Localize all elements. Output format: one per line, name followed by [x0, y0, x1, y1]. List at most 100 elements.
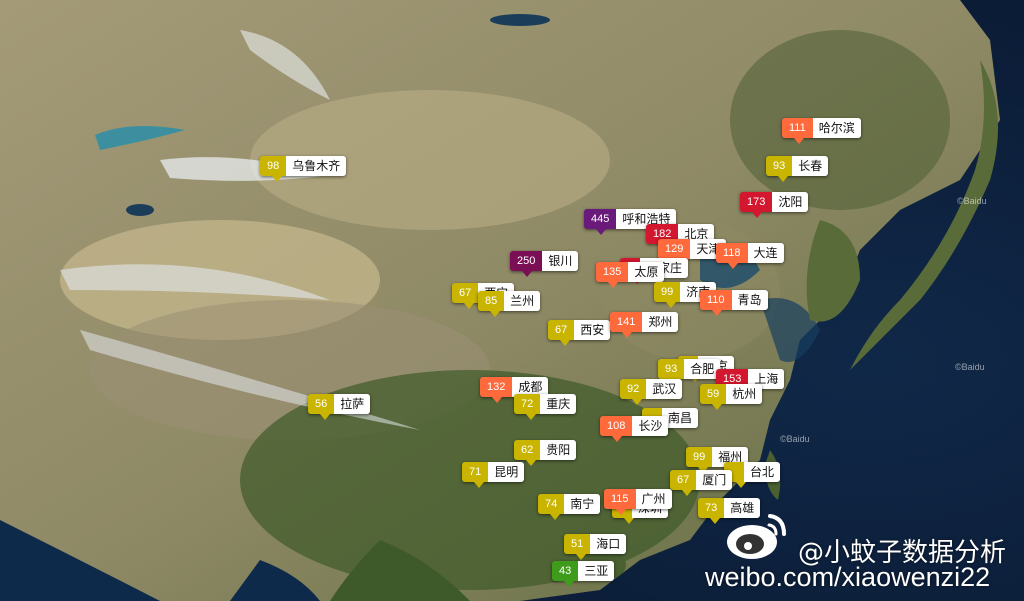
aqi-value: 67 — [670, 470, 697, 496]
aqi-marker[interactable]: 56 拉萨 — [308, 394, 371, 420]
aqi-value: 59 — [700, 384, 727, 410]
aqi-value: 51 — [564, 534, 591, 560]
city-name: 沈阳 — [772, 192, 809, 212]
aqi-value: 115 — [604, 489, 636, 515]
baidu-copyright: ©Baidu — [955, 362, 985, 372]
aqi-marker[interactable]: 98 乌鲁木齐 — [260, 156, 347, 182]
city-name: 青岛 — [731, 290, 768, 310]
city-name: 拉萨 — [334, 394, 371, 414]
aqi-marker[interactable]: 74 南宁 — [538, 494, 601, 520]
aqi-marker[interactable]: 132 成都 — [480, 377, 549, 403]
gobi-desert — [250, 90, 610, 230]
lake-balkhash — [95, 126, 185, 150]
city-name: 武汉 — [646, 379, 683, 399]
aqi-value: 43 — [552, 561, 579, 587]
aqi-value: 118 — [716, 243, 748, 269]
city-name: 昆明 — [488, 462, 525, 482]
city-name: 成都 — [512, 377, 549, 397]
aqi-value: 98 — [260, 156, 287, 182]
city-name: 厦门 — [696, 470, 733, 490]
aqi-marker[interactable]: 43 三亚 — [552, 561, 615, 587]
aqi-marker[interactable]: 51 海口 — [564, 534, 627, 560]
city-name: 南昌 — [662, 408, 699, 428]
aqi-marker[interactable]: 173 沈阳 — [740, 192, 809, 218]
weibo-handle: @小蚊子数据分析 — [798, 538, 1007, 568]
city-name: 郑州 — [642, 312, 679, 332]
aqi-marker[interactable]: 108 长沙 — [600, 416, 669, 442]
aqi-marker[interactable]: 115 广州 — [604, 489, 672, 515]
bay-of-bengal — [0, 520, 160, 601]
aqi-value: 108 — [600, 416, 633, 442]
aqi-marker[interactable]: 59 杭州 — [700, 384, 763, 410]
aqi-value: 129 — [658, 239, 691, 265]
city-name: 大连 — [747, 243, 784, 263]
city-name: 海口 — [590, 534, 627, 554]
aqi-marker[interactable]: 72 重庆 — [514, 394, 577, 420]
aqi-value: 445 — [584, 209, 617, 235]
aqi-value: 74 — [538, 494, 565, 520]
aqi-marker[interactable]: 62 贵阳 — [514, 440, 577, 466]
aqi-value: 62 — [514, 440, 541, 466]
snow-range-altai — [240, 30, 330, 100]
aqi-value: 110 — [700, 290, 732, 316]
aqi-marker[interactable]: 92 武汉 — [620, 379, 683, 405]
city-name: 贵阳 — [540, 440, 577, 460]
city-name: 长春 — [792, 156, 829, 176]
andaman-sea — [230, 560, 320, 601]
aqi-marker[interactable]: 73 高雄 — [698, 498, 761, 524]
yellow-sea — [760, 298, 820, 362]
aqi-marker[interactable]: 135 太原 — [596, 262, 665, 288]
aqi-value: 92 — [620, 379, 647, 405]
city-name: 乌鲁木齐 — [286, 156, 347, 176]
aqi-value: 93 — [766, 156, 793, 182]
aqi-value: 93 — [658, 359, 685, 385]
aqi-marker[interactable]: 67 厦门 — [670, 470, 733, 496]
japan — [850, 60, 998, 370]
aqi-marker[interactable]: 141 郑州 — [610, 312, 679, 338]
aqi-value: 99 — [686, 447, 713, 473]
aqi-value: 85 — [478, 291, 505, 317]
city-name: 兰州 — [504, 291, 541, 311]
aqi-value: 72 — [514, 394, 541, 420]
city-name: 广州 — [635, 489, 672, 509]
aqi-value: 250 — [510, 251, 543, 277]
lake-baikal — [490, 14, 550, 26]
weibo-logo-icon — [727, 514, 786, 559]
aqi-value: 99 — [654, 282, 681, 308]
aqi-value: 135 — [596, 262, 629, 288]
city-name: 南宁 — [564, 494, 601, 514]
aqi-marker[interactable]: 111 哈尔滨 — [782, 118, 861, 144]
weibo-url: weibo.com/xiaowenzi22 — [705, 562, 991, 592]
aqi-marker[interactable]: 85 兰州 — [478, 291, 541, 317]
aqi-value: 173 — [740, 192, 773, 218]
aqi-value: 71 — [462, 462, 489, 488]
aqi-value: 73 — [698, 498, 725, 524]
aqi-value: 111 — [782, 118, 813, 144]
aqi-marker[interactable]: 93 长春 — [766, 156, 829, 182]
city-name: 重庆 — [540, 394, 577, 414]
korean-peninsula — [806, 220, 860, 322]
aqi-marker[interactable]: 93 合肥 — [658, 359, 721, 385]
aqi-value: 56 — [308, 394, 335, 420]
aqi-value: 67 — [548, 320, 575, 346]
aqi-marker[interactable]: 110 青岛 — [700, 290, 768, 316]
lake-issyk-kul — [126, 204, 154, 216]
city-name: 西安 — [574, 320, 611, 340]
city-name: 三亚 — [578, 561, 615, 581]
city-name: 合肥 — [684, 359, 721, 379]
baidu-copyright: ©Baidu — [957, 196, 987, 206]
snow-range-kunlun — [60, 264, 330, 300]
aqi-marker[interactable]: 71 昆明 — [462, 462, 525, 488]
city-name: 台北 — [744, 462, 781, 482]
aqi-marker[interactable]: 118 大连 — [716, 243, 784, 269]
city-name: 银川 — [542, 251, 579, 271]
city-name: 高雄 — [724, 498, 761, 518]
aqi-value: 141 — [610, 312, 643, 338]
city-name: 太原 — [628, 262, 665, 282]
indochina — [330, 540, 470, 601]
aqi-value: 132 — [480, 377, 513, 403]
baidu-copyright: ©Baidu — [780, 434, 810, 444]
aqi-marker[interactable]: 台北 — [724, 462, 781, 488]
aqi-marker[interactable]: 67 西安 — [548, 320, 611, 346]
aqi-marker[interactable]: 250 银川 — [510, 251, 579, 277]
